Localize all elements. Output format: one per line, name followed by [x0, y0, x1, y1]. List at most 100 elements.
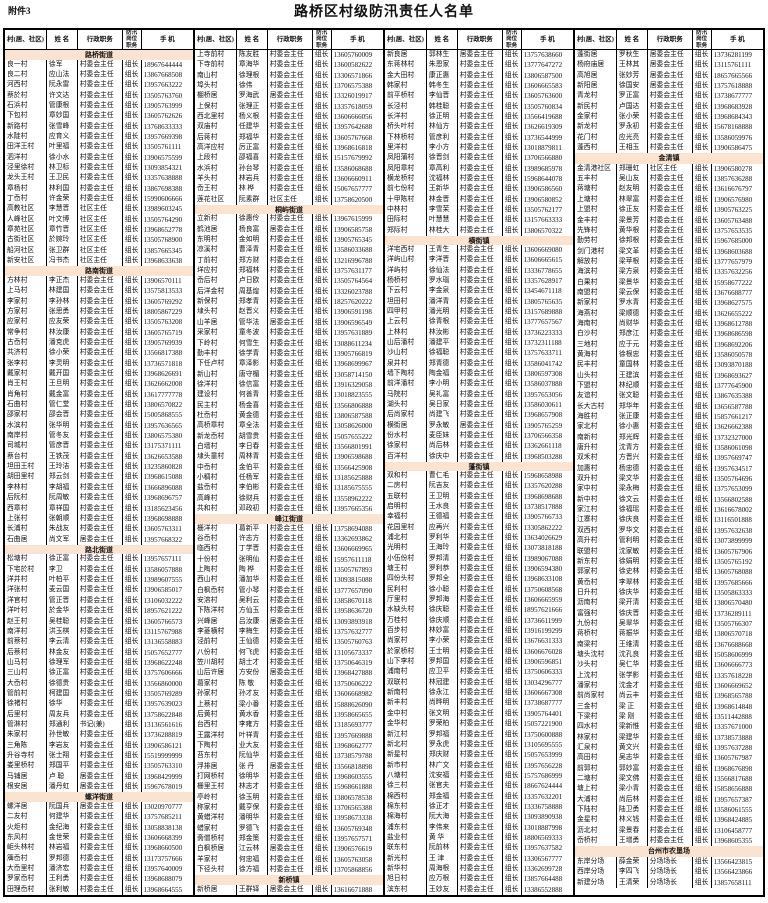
cell-flood-role: 组长 — [313, 823, 332, 834]
cell-admin-title: 村委会主任 — [648, 246, 693, 257]
cell-admin-title: 村委会主任 — [78, 348, 123, 359]
cell-flood-role: 组长 — [693, 753, 712, 764]
cell-admin-title: 村委会主任 — [78, 564, 123, 576]
cell-name: 李慧晋 — [47, 204, 78, 215]
cell-flood-role: 组长 — [693, 867, 712, 878]
cell-admin-title: 村委会主任 — [78, 462, 123, 473]
cell-flood-role: 组长 — [313, 616, 332, 628]
table-row: 王露洋村 叶祥青 村委会主任 组长 13957669888 — [195, 730, 383, 741]
table-row: 万桂村 徐庆顺 村委会主任 组长 13736611999 — [385, 615, 573, 627]
table-row: 埭头村 赵晋义 村委会主任 组长 13906591198 — [195, 307, 383, 318]
table-row: 李菱横村 李梅生 村委会主任 组长 13757632777 — [195, 627, 383, 638]
cell-name: 王德福 — [427, 512, 458, 523]
cell-flood-role: 组长 — [503, 379, 522, 390]
cell-flood-role: 组长 — [123, 296, 142, 307]
table-row: 中林村 李雪茉 村委会主任 组长 13505762177 — [385, 205, 573, 216]
table-row: 蓬街居 罗秋生 居委会主任 组长 13736281199 — [575, 50, 763, 61]
cell-flood-role: 组长 — [123, 564, 142, 576]
cell-name: 王利勇 — [47, 874, 78, 885]
header-cell-name: 姓 名 — [617, 30, 648, 49]
cell-village: 新家村 — [575, 298, 617, 309]
cell-name: 徐玉明 — [237, 792, 268, 803]
cell-name: 卢日欧 — [237, 276, 268, 287]
cell-name: 何建华 — [47, 812, 78, 823]
cell-village: 鹤池居 — [195, 224, 237, 236]
table-row: 湖头村 吴日家 村委会主任 组长 13586030611 — [385, 400, 573, 411]
cell-village: 南盟村 — [575, 287, 617, 299]
cell-admin-title: 村委会主任 — [268, 792, 313, 803]
cell-phone: 15967678019 — [143, 783, 183, 791]
cell-admin-title: 村委会主任 — [648, 763, 693, 775]
table-row: 新阳居 徐国安 居委会主任 组长 13757618888 — [575, 81, 763, 92]
cell-phone: 13617777778 — [143, 390, 183, 399]
cell-village: 前平桥村 — [385, 91, 427, 102]
cell-phone: 13906586475 — [713, 144, 753, 153]
cell-flood-role: 组长 — [503, 286, 522, 297]
cell-phone: 13216996788 — [333, 256, 373, 265]
cell-name: 王玲洁 — [47, 462, 78, 473]
table-row: 五联村 王卫明 村委会主任 组长 13968698688 — [385, 491, 573, 502]
table-row: 塘王村 罗利恭 村委会主任 组长 13906594380 — [385, 564, 573, 575]
cell-flood-role: 组长 — [503, 369, 522, 380]
cell-flood-role: 组长 — [123, 204, 142, 215]
cell-flood-role: 组长 — [503, 481, 522, 492]
cell-phone: 18805867229 — [143, 307, 183, 316]
cell-village: 后蔡村 — [5, 647, 47, 658]
cell-admin-title: 社区主任 — [268, 194, 313, 206]
cell-village: 三地村 — [575, 339, 617, 350]
cell-admin-title: 村委会主任 — [268, 80, 313, 92]
cell-admin-title: 村委会主任 — [458, 553, 503, 564]
cell-admin-title: 村委会主任 — [648, 225, 693, 237]
cell-name: 梁文佛 — [617, 774, 648, 785]
cell-admin-title: 村委会主任 — [78, 626, 123, 638]
cell-village: 葛家村 — [195, 678, 237, 690]
cell-phone: 13566423866 — [713, 868, 753, 877]
table-row: 南新村 郑光辉 村委会主任 组长 13732327000 — [575, 432, 763, 444]
table-row: 人峰社区 叶文博 社区主任 组长 13505764290 — [5, 214, 193, 225]
cell-name: 罗利华 — [427, 532, 458, 544]
table-row: 台西村 李雍方 村委会主任 组长 13185693777 — [195, 720, 383, 731]
cell-admin-title: 居委会主任 — [268, 317, 313, 329]
cell-flood-role: 组长 — [313, 637, 332, 648]
cell-flood-role: 组长 — [503, 153, 522, 164]
cell-admin-title: 村委会主任 — [78, 730, 123, 741]
cell-flood-role: 组长 — [313, 359, 332, 370]
table-row: 蜡家村 罗德飞 村委会主任 组长 13605769348 — [195, 823, 383, 834]
cell-phone: 13606676028 — [523, 647, 563, 656]
cell-village: 郑际村 — [385, 225, 427, 237]
cell-phone: 13806587588 — [333, 411, 373, 420]
cell-village: 浦东村 — [385, 822, 427, 833]
cell-phone: 13806597308 — [523, 370, 563, 379]
cell-flood-role: 组长 — [693, 50, 712, 61]
cell-admin-title: 村委会主任 — [458, 853, 503, 864]
cell-admin-title: 居委会主任 — [268, 761, 313, 772]
cell-admin-title: 村委会主任 — [648, 329, 693, 340]
cell-phone: 13806570480 — [713, 599, 753, 608]
cell-name: 梁方泉 — [617, 267, 648, 278]
cell-name: 胡雪贵 — [237, 431, 268, 442]
cell-phone: 13768633333 — [143, 122, 183, 131]
cell-name: 何忠福 — [237, 854, 268, 865]
cell-phone: 13757606666 — [143, 669, 183, 678]
table-row: 新山村 唐守楣 村委会主任 组长 13058714150 — [195, 369, 383, 380]
cell-name: 徐正富 — [47, 668, 78, 679]
table-row: 张李村 李灵明 村委会主任 组长 13736571818 — [5, 358, 193, 370]
cell-village: 上蔡村 — [195, 699, 237, 710]
table-row: 下包村 章妙国 村委会主任 组长 13605762626 — [5, 111, 193, 122]
table-row: 富强村 徐庆晋 村委会主任 组长 13736289111 — [575, 608, 763, 619]
cell-village: 金丰村 — [575, 215, 617, 226]
cell-admin-title: 村委会主任 — [268, 214, 313, 225]
cell-flood-role: 组长 — [313, 235, 332, 246]
cell-admin-title: 村委会主任 — [268, 184, 313, 195]
cell-village: 山后许居 — [195, 668, 237, 679]
cell-phone: 13586030611 — [523, 401, 562, 410]
table-row: 民丰村 童国林 村委会主任 组长 13093870188 — [575, 360, 763, 371]
cell-admin-title: 村委会主任 — [458, 205, 503, 216]
cell-admin-title: 书记(兼) — [78, 719, 123, 731]
cell-flood-role: 组长 — [123, 225, 142, 236]
cell-name: 吴仁华 — [617, 660, 648, 671]
table-row: 黄海村 徐根忠 村委会主任 组长 13586050578 — [575, 349, 763, 361]
cell-flood-role: 组长 — [123, 822, 142, 833]
cell-village: 良一村 — [5, 59, 47, 70]
cell-village: 龙头王村 — [5, 173, 47, 184]
